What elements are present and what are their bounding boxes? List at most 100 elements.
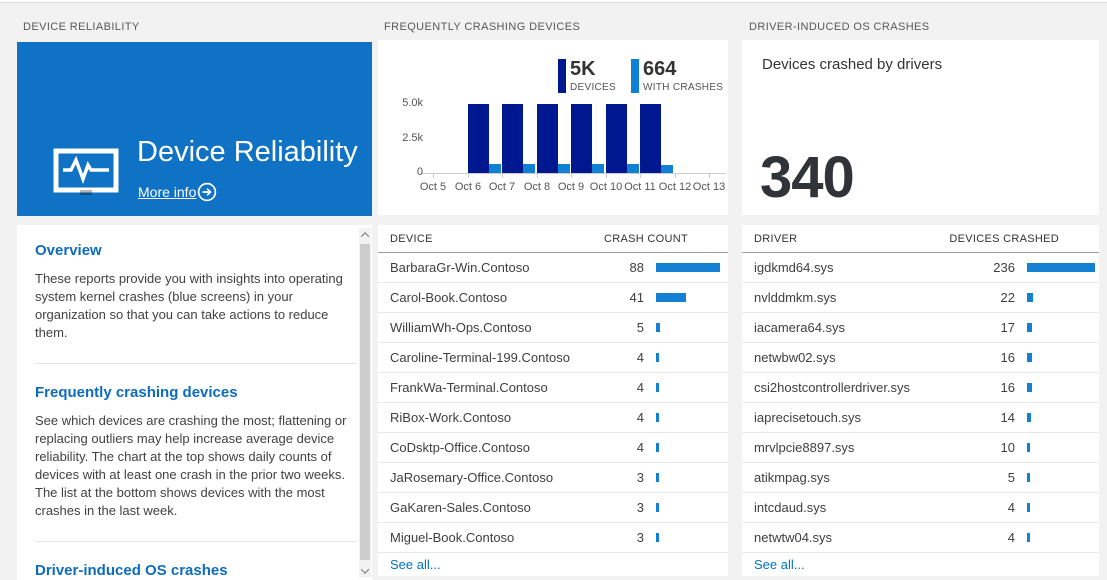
more-info-link[interactable]: More info (138, 184, 197, 200)
row-name: mrvlpcie8897.sys (754, 440, 855, 455)
table-row[interactable]: Caroline-Terminal-199.Contoso 4 (378, 343, 728, 373)
scroll-up-button[interactable] (359, 228, 371, 241)
table-row[interactable]: netwbw02.sys 16 (742, 343, 1099, 373)
see-all-row: See all... (742, 553, 1099, 575)
row-value-bar (656, 533, 659, 542)
x-axis-tick-label: Oct 9 (557, 181, 585, 193)
arrow-circle-icon[interactable] (197, 182, 217, 202)
row-value-bar (656, 323, 660, 332)
section-body: These reports provide you with insights … (35, 271, 343, 340)
row-value-bar (1027, 443, 1030, 452)
see-all-row: See all... (378, 553, 728, 575)
row-bar-box (656, 443, 724, 452)
x-axis-tick-label: Oct 11 (624, 181, 656, 193)
legend-devices-label: DEVICES (570, 82, 617, 93)
device-reliability-tile[interactable]: Device Reliability More info (17, 42, 372, 216)
table-row[interactable]: mrvlpcie8897.sys 10 (742, 433, 1099, 463)
crashing-devices-table: DEVICE CRASH COUNT BarbaraGr-Win.Contoso 88… (378, 225, 728, 576)
table-row[interactable]: iacamera64.sys 17 (742, 313, 1099, 343)
legend-devices-swatch (558, 59, 566, 93)
row-value-bar (1027, 263, 1095, 272)
row-value: 4 (636, 440, 644, 455)
chevron-down-icon (360, 564, 370, 574)
column-header-driver-induced-os-crashes: DRIVER-INDUCED OS CRASHES (749, 21, 930, 33)
crashing-devices-chart-card: 5K DEVICES 664 WITH CRASHES 5.0k 2.5k 0 Oct… (378, 40, 728, 215)
table-row[interactable]: BarbaraGr-Win.Contoso 88 (378, 253, 728, 283)
x-axis-tick-label: Oct 10 (589, 181, 623, 193)
row-value: 14 (1000, 410, 1015, 425)
row-name: Caroline-Terminal-199.Contoso (390, 350, 570, 365)
table-row[interactable]: netwtw04.sys 4 (742, 523, 1099, 553)
see-all-link[interactable]: See all... (754, 556, 805, 572)
row-bar-box (656, 473, 724, 482)
table-row[interactable]: iaprecisetouch.sys 14 (742, 403, 1099, 433)
row-name: FrankWa-Terminal.Contoso (390, 380, 548, 395)
see-all-link[interactable]: See all... (390, 556, 441, 572)
column-header-frequently-crashing-devices: FREQUENTLY CRASHING DEVICES (384, 21, 581, 33)
row-value-bar (1027, 503, 1030, 512)
row-value: 41 (629, 290, 644, 305)
table-row[interactable]: intcdaud.sys 4 (742, 493, 1099, 523)
row-name: atikmpag.sys (754, 470, 830, 485)
table-row[interactable]: atikmpag.sys 5 (742, 463, 1099, 493)
row-value: 3 (636, 470, 644, 485)
row-value: 16 (1000, 350, 1015, 365)
row-bar-box (656, 503, 724, 512)
row-bar-box (656, 323, 724, 332)
row-name: intcdaud.sys (754, 500, 827, 515)
devices-bar (571, 104, 592, 173)
row-value: 17 (1000, 320, 1015, 335)
table-row[interactable]: csi2hostcontrollerdriver.sys 16 (742, 373, 1099, 403)
x-axis-tick-label: Oct 13 (692, 181, 726, 193)
row-value: 22 (1000, 290, 1015, 305)
table-row[interactable]: CoDsktp-Office.Contoso 4 (378, 433, 728, 463)
row-value: 4 (1007, 530, 1015, 545)
row-name: netwtw04.sys (754, 530, 833, 545)
description-panel: Overview These reports provide you with i… (17, 225, 372, 580)
section-heading: Driver-induced OS crashes (35, 562, 228, 579)
column-header-device-reliability: DEVICE RELIABILITY (23, 21, 140, 33)
row-name: RiBox-Work.Contoso (390, 410, 512, 425)
row-value-bar (656, 503, 659, 512)
devices-bar (606, 104, 627, 173)
stat-label: Devices crashed by drivers (762, 56, 943, 73)
with-crashes-bar (489, 164, 501, 173)
row-bar-box (1027, 323, 1095, 332)
device-monitor-pulse-icon (53, 148, 119, 195)
table-row[interactable]: FrankWa-Terminal.Contoso 4 (378, 373, 728, 403)
table-row[interactable]: nvlddmkm.sys 22 (742, 283, 1099, 313)
row-name: WilliamWh-Ops.Contoso (390, 320, 532, 335)
table-header-name: DRIVER (754, 232, 798, 245)
x-axis-tick-mark (502, 174, 503, 178)
table-row[interactable]: Carol-Book.Contoso 41 (378, 283, 728, 313)
table-header-row: DEVICE CRASH COUNT (378, 225, 728, 253)
table-row[interactable]: GaKaren-Sales.Contoso 3 (378, 493, 728, 523)
table-row[interactable]: JaRosemary-Office.Contoso 3 (378, 463, 728, 493)
with-crashes-bar (592, 164, 604, 173)
row-bar-box (1027, 533, 1095, 542)
table-row[interactable]: Miguel-Book.Contoso 3 (378, 523, 728, 553)
panel-scrollbar[interactable] (359, 228, 371, 577)
table-row[interactable]: igdkmd64.sys 236 (742, 253, 1099, 283)
row-name: csi2hostcontrollerdriver.sys (754, 380, 911, 395)
row-name: BarbaraGr-Win.Contoso (390, 260, 530, 275)
x-axis-tick-label: Oct 12 (658, 181, 692, 193)
tile-title: Device Reliability (137, 136, 358, 168)
table-row[interactable]: RiBox-Work.Contoso 4 (378, 403, 728, 433)
table-header-name: DEVICE (390, 232, 433, 245)
devices-bar (468, 104, 489, 173)
row-value-bar (1027, 383, 1032, 392)
row-bar-box (656, 293, 724, 302)
row-value: 5 (1007, 470, 1015, 485)
table-header-row: DRIVER DEVICES CRASHED (742, 225, 1099, 253)
scrollbar-thumb[interactable] (360, 244, 370, 560)
row-value-bar (1027, 293, 1033, 302)
scroll-down-button[interactable] (359, 564, 371, 577)
legend-devices: 5K DEVICES (558, 59, 616, 93)
table-row[interactable]: WilliamWh-Ops.Contoso 5 (378, 313, 728, 343)
x-axis-tick-mark (640, 174, 641, 178)
row-bar-box (656, 413, 724, 422)
section-body: See which devices are crashing the most;… (35, 413, 347, 518)
row-value-bar (656, 263, 720, 272)
